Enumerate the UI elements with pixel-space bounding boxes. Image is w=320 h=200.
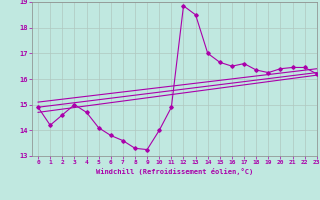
X-axis label: Windchill (Refroidissement éolien,°C): Windchill (Refroidissement éolien,°C) xyxy=(96,168,253,175)
